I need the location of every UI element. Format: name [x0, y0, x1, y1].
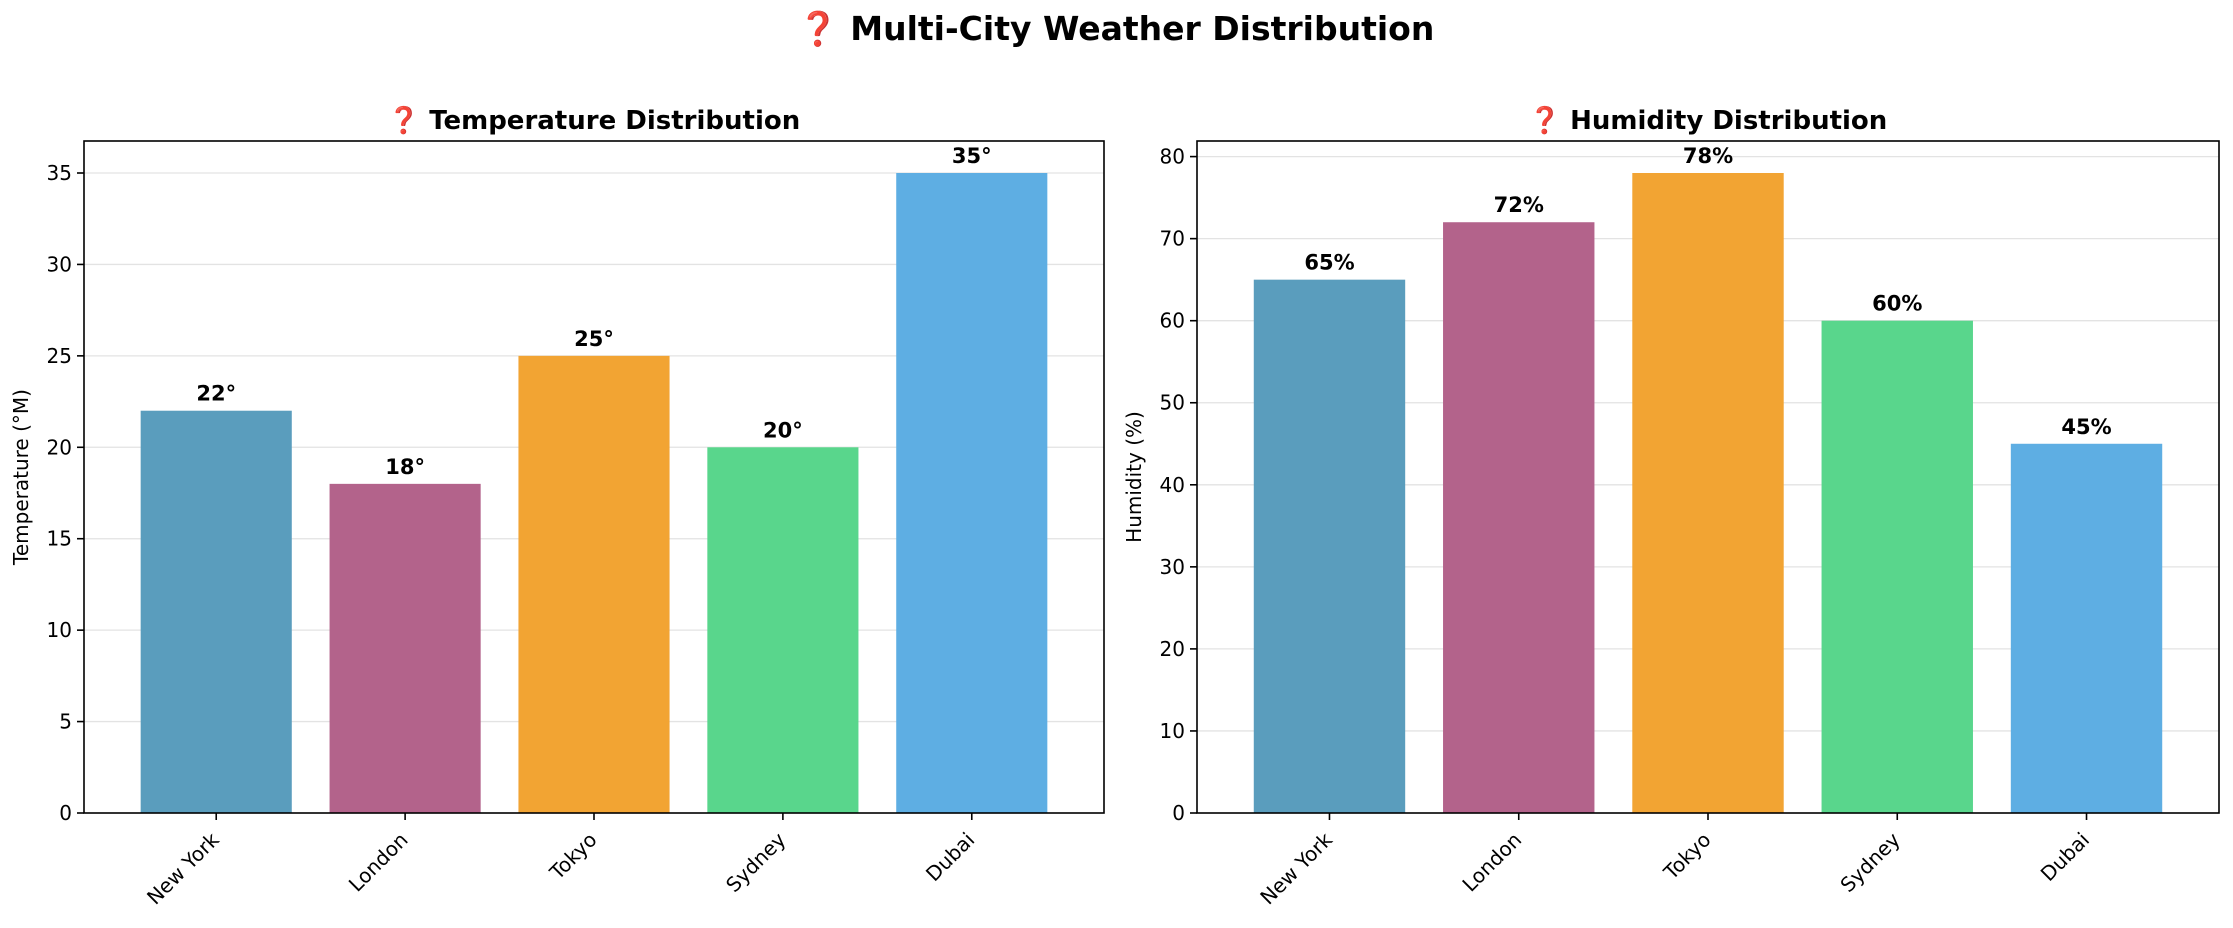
x-tick-label: London [344, 828, 413, 897]
y-tick-label: 10 [47, 618, 72, 642]
y-tick-label: 5 [59, 710, 72, 734]
x-tick-label: New York [142, 827, 224, 909]
bar-value-label: 25° [574, 327, 614, 351]
bar-value-label: 72% [1494, 193, 1544, 217]
panel-title: ❓ Humidity Distribution [1529, 105, 1888, 136]
bar-tokyo [518, 355, 670, 813]
y-tick-label: 30 [47, 252, 72, 276]
x-tick-label: London [1457, 828, 1526, 897]
x-tick-label: Sydney [721, 827, 790, 896]
x-tick-label: New York [1255, 827, 1337, 909]
bar-london [1443, 222, 1595, 813]
x-tick-label: Tokyo [544, 828, 601, 885]
bar-new-york [140, 410, 292, 813]
y-tick-label: 40 [1160, 473, 1185, 497]
bar-dubai [896, 173, 1048, 813]
bar-dubai [2010, 443, 2163, 813]
bar-sydney [707, 447, 859, 813]
y-tick-label: 15 [47, 527, 72, 551]
bar-value-label: 65% [1304, 251, 1354, 275]
y-tick-label: 20 [1160, 637, 1185, 661]
chart-panel-1: 22° 18° 25° 20° 35° 0 5 10 15 20 25 30 35 New York Lon… [9, 105, 1105, 909]
x-tick-label: Dubai [2036, 828, 2094, 886]
bar-value-label: 78% [1683, 144, 1733, 168]
y-axis-label: Humidity (%) [1122, 411, 1146, 543]
y-tick-label: 80 [1160, 145, 1185, 169]
bar-value-label: 60% [1872, 292, 1922, 316]
y-axis-label: Temperature (°M) [9, 389, 33, 566]
y-tick-label: 10 [1160, 719, 1185, 743]
bar-value-label: 18° [385, 455, 425, 479]
bar-london [329, 483, 481, 813]
y-tick-label: 0 [59, 801, 72, 825]
bar-value-label: 22° [196, 382, 236, 406]
bar-value-label: 35° [952, 144, 992, 168]
y-tick-label: 70 [1160, 227, 1185, 251]
x-tick-label: Dubai [921, 828, 979, 886]
y-tick-label: 20 [47, 435, 72, 459]
panel-title: ❓ Temperature Distribution [388, 105, 800, 136]
y-tick-label: 0 [1172, 801, 1185, 825]
y-tick-label: 25 [47, 344, 72, 368]
y-tick-label: 50 [1160, 391, 1185, 415]
bar-value-label: 20° [763, 418, 803, 442]
x-tick-label: Sydney [1835, 827, 1904, 896]
bar-new-york [1253, 279, 1406, 814]
y-tick-label: 60 [1160, 309, 1185, 333]
y-tick-label: 35 [47, 161, 72, 185]
bar-tokyo [1632, 173, 1784, 813]
y-tick-label: 30 [1160, 555, 1185, 579]
x-tick-label: Tokyo [1658, 828, 1715, 885]
chart-panel-2: 65% 72% 78% 60% 45% 0 10 20 30 40 50 60 70 80 New York… [1122, 105, 2220, 909]
figure-title: ❓ Multi-City Weather Distribution [798, 9, 1435, 48]
bar-sydney [1821, 320, 1973, 813]
bar-value-label: 45% [2061, 415, 2111, 439]
